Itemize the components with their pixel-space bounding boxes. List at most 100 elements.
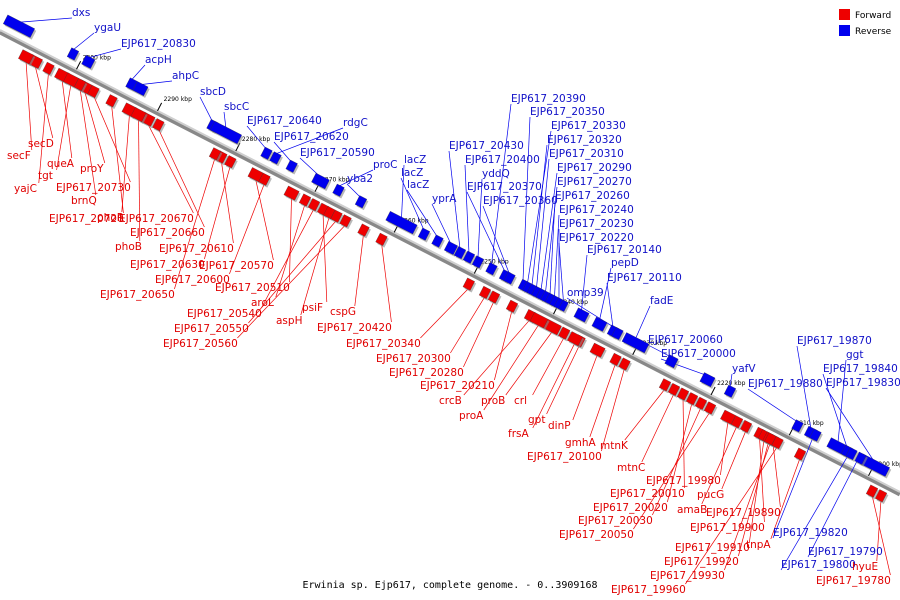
reverse-feature-label[interactable]: lacZ (404, 154, 426, 166)
reverse-feature[interactable] (417, 227, 431, 241)
reverse-feature[interactable] (311, 172, 330, 190)
forward-feature[interactable] (667, 382, 681, 396)
reverse-feature-label[interactable]: EJP617_20110 (607, 272, 682, 284)
forward-feature-label[interactable]: mtnC (617, 462, 645, 474)
forward-feature-label[interactable]: phoR (97, 212, 124, 224)
forward-feature-label[interactable]: EJP617_20550 (174, 323, 249, 335)
forward-feature-label[interactable]: dinP (548, 420, 571, 432)
forward-feature-label[interactable]: gpt (528, 414, 545, 426)
reverse-feature-label[interactable]: yddQ (482, 168, 510, 180)
forward-feature-label[interactable]: EJP617_20600 (155, 274, 230, 286)
forward-feature-label[interactable]: EJP617_20540 (187, 308, 262, 320)
reverse-feature[interactable] (443, 241, 458, 255)
reverse-feature-label[interactable]: EJP617_19820 (773, 527, 848, 539)
reverse-feature-label[interactable]: EJP617_20270 (557, 176, 632, 188)
forward-feature-label[interactable]: EJP617_20670 (119, 213, 194, 225)
forward-feature[interactable] (478, 285, 492, 299)
forward-feature[interactable] (18, 49, 34, 65)
forward-feature[interactable] (487, 290, 501, 304)
reverse-feature-label[interactable]: fadE (650, 295, 673, 307)
reverse-feature[interactable] (791, 419, 804, 433)
reverse-feature-label[interactable]: yprA (432, 193, 457, 205)
forward-feature-label[interactable]: secD (28, 138, 54, 150)
reverse-feature[interactable] (132, 81, 149, 97)
reverse-feature-label[interactable]: EJP617_20390 (511, 93, 586, 105)
reverse-feature-label[interactable]: EJP617_20370 (467, 181, 542, 193)
forward-feature-label[interactable]: EJP617_19930 (650, 570, 725, 582)
forward-feature-label[interactable]: proB (481, 395, 505, 407)
forward-feature-label[interactable]: EJP617_20720 (49, 213, 124, 225)
forward-feature-label[interactable]: EJP617_19780 (816, 575, 891, 587)
reverse-feature-label[interactable]: EJP617_20260 (555, 190, 630, 202)
reverse-feature-label[interactable]: EJP617_19880 (748, 378, 823, 390)
reverse-feature-label[interactable]: EJP617_20240 (559, 204, 634, 216)
reverse-feature[interactable] (471, 255, 485, 269)
forward-feature-label[interactable]: EJP617_19890 (706, 507, 781, 519)
forward-feature-label[interactable]: cspG (330, 306, 356, 318)
reverse-feature-label[interactable]: sbcC (224, 101, 249, 113)
reverse-feature-label[interactable]: EJP617_19790 (808, 546, 883, 558)
reverse-feature-label[interactable]: EJP617_19800 (781, 559, 856, 571)
forward-feature-label[interactable]: hyuE (852, 561, 878, 573)
reverse-feature[interactable] (699, 372, 716, 388)
forward-feature-label[interactable]: gmhA (565, 437, 597, 449)
reverse-feature-label[interactable]: omp39 (567, 287, 604, 299)
reverse-feature-label[interactable]: lacZ (401, 167, 423, 179)
forward-feature[interactable] (152, 118, 165, 132)
forward-feature-label[interactable]: secF (7, 150, 31, 162)
forward-feature-label[interactable]: EJP617_20660 (130, 227, 205, 239)
reverse-feature[interactable] (285, 159, 298, 173)
reverse-feature[interactable] (2, 14, 35, 38)
forward-feature[interactable] (658, 378, 672, 392)
forward-feature[interactable] (208, 147, 222, 161)
forward-feature[interactable] (567, 331, 583, 347)
reverse-feature[interactable] (354, 195, 368, 209)
reverse-feature-label[interactable]: EJP617_20430 (449, 140, 524, 152)
reverse-feature-label[interactable]: lacZ (407, 179, 429, 191)
reverse-feature-label[interactable]: rdgC (343, 117, 368, 129)
reverse-feature[interactable] (809, 428, 822, 442)
forward-feature-label[interactable]: EJP617_20650 (100, 289, 175, 301)
forward-feature[interactable] (298, 193, 312, 207)
forward-feature-label[interactable]: mtnK (600, 440, 629, 452)
reverse-feature-label[interactable]: EJP617_20290 (557, 162, 632, 174)
reverse-feature-label[interactable]: EJP617_20310 (549, 148, 624, 160)
reverse-feature-label[interactable]: sbcD (200, 86, 226, 98)
reverse-feature[interactable] (269, 151, 282, 165)
forward-feature-label[interactable]: tnpA (746, 539, 771, 551)
reverse-feature[interactable] (260, 146, 273, 160)
forward-feature-label[interactable]: yajC (14, 183, 37, 195)
reverse-feature-label[interactable]: EJP617_20350 (530, 106, 605, 118)
forward-feature[interactable] (703, 401, 717, 415)
reverse-feature[interactable] (573, 307, 590, 323)
forward-feature[interactable] (105, 94, 118, 108)
reverse-feature[interactable] (332, 183, 345, 197)
reverse-feature[interactable] (431, 234, 444, 248)
forward-feature-label[interactable]: proY (80, 163, 104, 175)
reverse-feature[interactable] (558, 299, 569, 312)
forward-feature-label[interactable]: EJP617_20630 (130, 259, 205, 271)
forward-feature-label[interactable]: aroL (251, 297, 274, 309)
reverse-feature-label[interactable]: EJP617_20640 (247, 115, 322, 127)
forward-feature-label[interactable]: EJP617_20610 (159, 243, 234, 255)
forward-feature[interactable] (685, 392, 699, 406)
reverse-feature-label[interactable]: yba2 (347, 173, 373, 185)
forward-feature-label[interactable]: phoB (115, 241, 142, 253)
forward-feature-label[interactable]: EJP617_20420 (317, 322, 392, 334)
reverse-feature[interactable] (385, 211, 418, 235)
reverse-feature-label[interactable]: EJP617_20400 (465, 154, 540, 166)
forward-feature-label[interactable]: pucG (697, 489, 724, 501)
reverse-feature-label[interactable]: EJP617_20830 (121, 38, 196, 50)
reverse-feature-label[interactable]: dxs (72, 7, 90, 19)
forward-feature[interactable] (589, 342, 606, 358)
reverse-feature-label[interactable]: EJP617_20000 (661, 348, 736, 360)
forward-feature-label[interactable]: EJP617_19900 (690, 522, 765, 534)
reverse-feature[interactable] (66, 47, 80, 61)
reverse-feature[interactable] (591, 316, 608, 332)
reverse-feature-label[interactable]: EJP617_20140 (587, 244, 662, 256)
reverse-feature[interactable] (453, 246, 467, 260)
reverse-feature-label[interactable]: proC (373, 159, 398, 171)
forward-feature[interactable] (375, 232, 388, 246)
reverse-feature-label[interactable]: pepD (611, 257, 639, 269)
reverse-feature[interactable] (664, 354, 679, 369)
